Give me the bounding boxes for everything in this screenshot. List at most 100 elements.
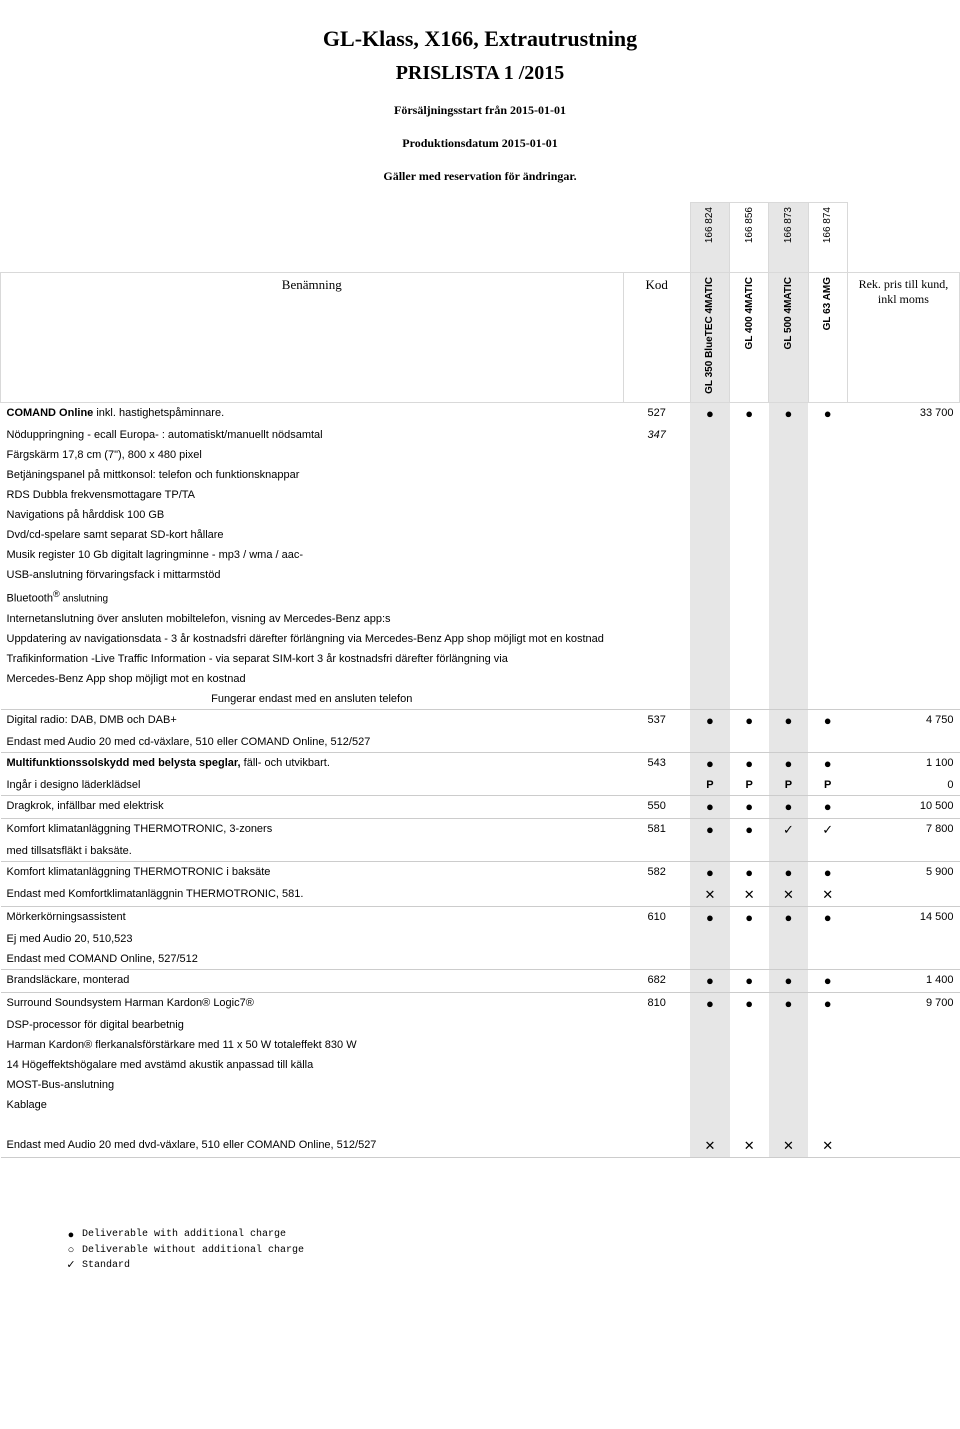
- item-code: [623, 585, 690, 609]
- availability-cell: ●: [730, 969, 769, 992]
- table-row: Uppdatering av navigationsdata - 3 år ko…: [1, 629, 960, 649]
- model-name-cell: GL 350 BlueTEC 4MATIC: [690, 273, 729, 403]
- availability-cell: [769, 445, 808, 465]
- table-row: Endast med Komfortklimatanläggnin THERMO…: [1, 884, 960, 907]
- item-code: [623, 732, 690, 753]
- availability-cell: [769, 1055, 808, 1075]
- availability-cell: ●: [769, 709, 808, 732]
- item-code: 537: [623, 709, 690, 732]
- item-name: Dvd/cd-spelare samt separat SD-kort håll…: [1, 525, 624, 545]
- legend-row: ○Deliverable without additional charge: [60, 1243, 960, 1258]
- item-name: RDS Dubbla frekvensmottagare TP/TA: [1, 485, 624, 505]
- availability-cell: ✓: [769, 818, 808, 841]
- availability-cell: P: [808, 775, 847, 796]
- item-code: 581: [623, 818, 690, 841]
- availability-cell: [769, 425, 808, 445]
- item-price: [847, 1035, 959, 1055]
- item-price: [847, 505, 959, 525]
- item-code: [623, 669, 690, 689]
- item-price: [847, 1135, 959, 1158]
- item-name: Färgskärm 17,8 cm (7"), 800 x 480 pixel: [1, 445, 624, 465]
- table-row: Digital radio: DAB, DMB och DAB+537●●●●4…: [1, 709, 960, 732]
- item-name: Multifunktionssolskydd med belysta spegl…: [1, 752, 624, 775]
- item-name: Endast med Audio 20 med cd-växlare, 510 …: [1, 732, 624, 753]
- availability-cell: [730, 1015, 769, 1035]
- item-code: 810: [623, 992, 690, 1015]
- item-name: Komfort klimatanläggning THERMOTRONIC, 3…: [1, 818, 624, 841]
- item-price: [847, 545, 959, 565]
- availability-cell: [690, 949, 729, 970]
- availability-cell: ●: [769, 906, 808, 929]
- item-name: Internetanslutning över ansluten mobilte…: [1, 609, 624, 629]
- availability-cell: [690, 649, 729, 669]
- item-price: [847, 485, 959, 505]
- availability-cell: ●: [808, 795, 847, 818]
- availability-cell: [808, 929, 847, 949]
- table-row: Trafikinformation -Live Traffic Informat…: [1, 649, 960, 669]
- availability-cell: ●: [730, 795, 769, 818]
- availability-cell: [690, 485, 729, 505]
- availability-cell: [769, 629, 808, 649]
- col-header-price: Rek. pris till kund, inkl moms: [847, 273, 959, 403]
- availability-cell: [730, 445, 769, 465]
- availability-cell: [730, 545, 769, 565]
- availability-cell: ✕: [690, 1135, 729, 1158]
- header-line-3: Gäller med reservation för ändringar.: [0, 169, 960, 184]
- availability-cell: [690, 1115, 729, 1135]
- item-code: [623, 629, 690, 649]
- item-price: [847, 425, 959, 445]
- item-code: [623, 609, 690, 629]
- availability-cell: ✕: [769, 884, 808, 907]
- availability-cell: ✕: [690, 884, 729, 907]
- table-row: Betjäningspanel på mittkonsol: telefon o…: [1, 465, 960, 485]
- item-name: Endast med COMAND Online, 527/512: [1, 949, 624, 970]
- availability-cell: ✕: [808, 884, 847, 907]
- item-name: Endast med Komfortklimatanläggnin THERMO…: [1, 884, 624, 907]
- availability-cell: [808, 585, 847, 609]
- table-row: Dvd/cd-spelare samt separat SD-kort håll…: [1, 525, 960, 545]
- availability-cell: [808, 505, 847, 525]
- item-name: Surround Soundsystem Harman Kardon® Logi…: [1, 992, 624, 1015]
- table-row: Kablage: [1, 1095, 960, 1115]
- item-code: [623, 445, 690, 465]
- availability-cell: [808, 669, 847, 689]
- table-row: COMAND Online inkl. hastighetspåminnare.…: [1, 403, 960, 426]
- item-code: [623, 505, 690, 525]
- availability-cell: ●: [690, 818, 729, 841]
- item-price: [847, 1075, 959, 1095]
- item-price: 14 500: [847, 906, 959, 929]
- item-name: Trafikinformation -Live Traffic Informat…: [1, 649, 624, 669]
- availability-cell: [808, 545, 847, 565]
- item-price: 1 100: [847, 752, 959, 775]
- availability-cell: [769, 1095, 808, 1115]
- availability-cell: [769, 1035, 808, 1055]
- item-name: Fungerar endast med en ansluten telefon: [1, 689, 624, 710]
- availability-cell: [769, 545, 808, 565]
- item-code: [623, 1015, 690, 1035]
- item-price: [847, 949, 959, 970]
- availability-cell: [730, 425, 769, 445]
- col-header-kod: Kod: [623, 273, 690, 403]
- item-name: Komfort klimatanläggning THERMOTRONIC i …: [1, 861, 624, 884]
- availability-cell: [808, 465, 847, 485]
- table-row: Bluetooth® anslutning: [1, 585, 960, 609]
- item-name: Dragkrok, infällbar med elektrisk: [1, 795, 624, 818]
- availability-cell: [730, 669, 769, 689]
- item-price: 5 900: [847, 861, 959, 884]
- availability-cell: [690, 1095, 729, 1115]
- item-price: [847, 1095, 959, 1115]
- item-name: Ingår i designo läderklädsel: [1, 775, 624, 796]
- availability-cell: [690, 669, 729, 689]
- item-price: [847, 1115, 959, 1135]
- availability-cell: ●: [808, 709, 847, 732]
- availability-cell: ●: [769, 969, 808, 992]
- availability-cell: [808, 689, 847, 710]
- availability-cell: ●: [690, 992, 729, 1015]
- availability-cell: [769, 841, 808, 862]
- table-row: Ej med Audio 20, 510,523: [1, 929, 960, 949]
- availability-cell: [769, 1075, 808, 1095]
- availability-cell: [769, 465, 808, 485]
- availability-cell: [808, 485, 847, 505]
- table-row: Ingår i designo läderklädselPPPP0: [1, 775, 960, 796]
- item-name: Betjäningspanel på mittkonsol: telefon o…: [1, 465, 624, 485]
